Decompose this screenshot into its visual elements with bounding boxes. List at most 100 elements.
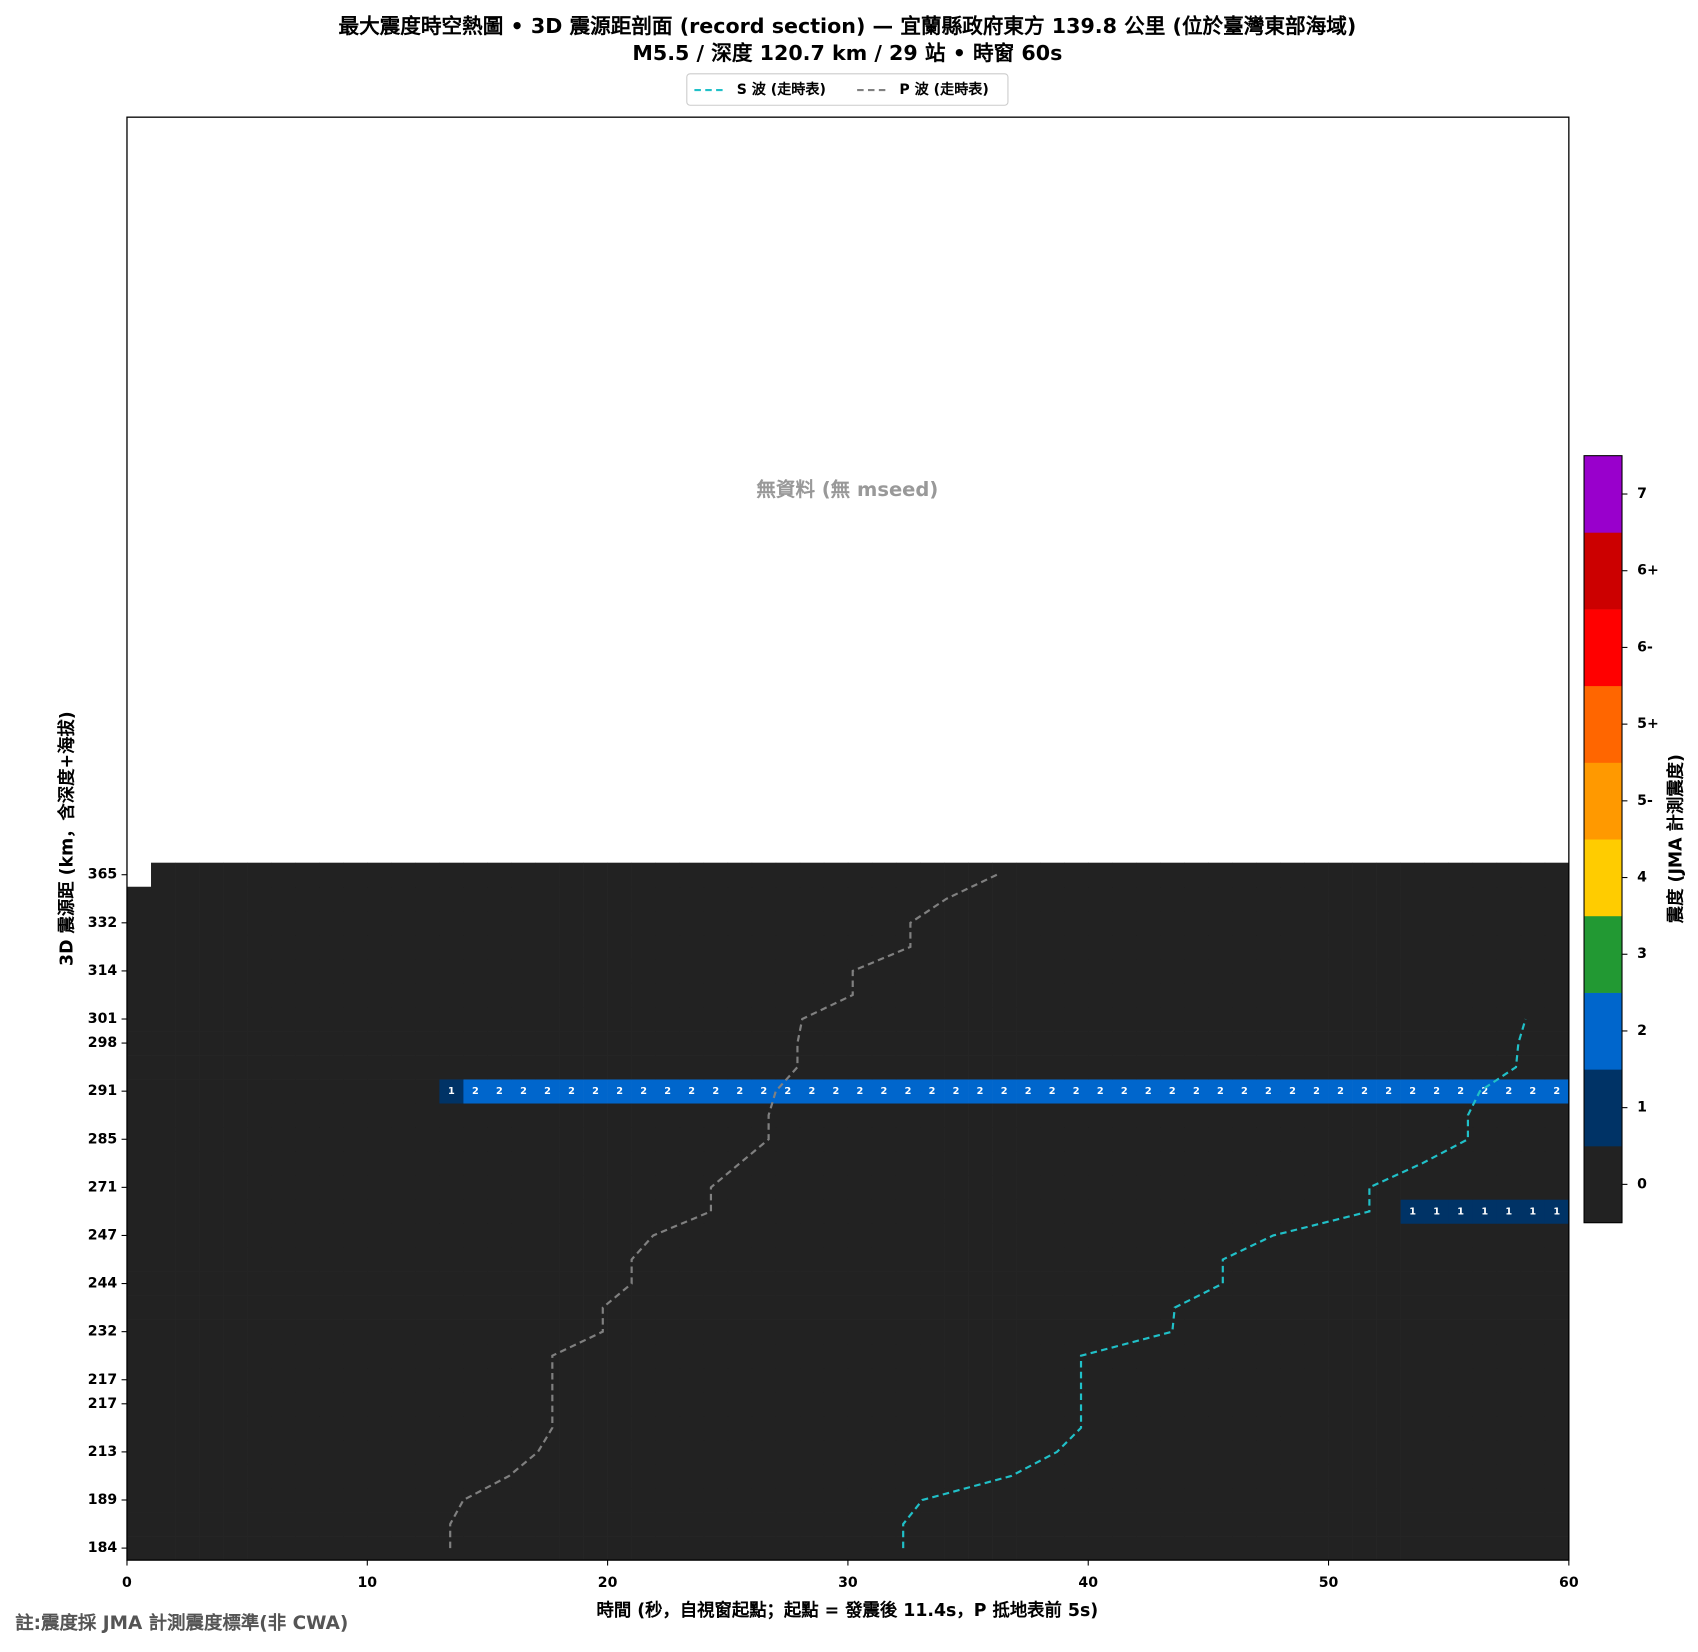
cell-label: 2: [520, 1086, 527, 1097]
heatmap-cell: [151, 1319, 176, 1345]
heatmap-cell: [463, 1415, 488, 1441]
heatmap-cell: [1376, 1079, 1401, 1104]
heatmap-cell: [1400, 1512, 1425, 1537]
heatmap-cell: [175, 1151, 200, 1176]
heatmap-cell: [391, 1367, 416, 1393]
x-tick-label: 20: [598, 1575, 618, 1591]
heatmap-cell: [1040, 910, 1065, 936]
heatmap-cell: [247, 1319, 272, 1345]
heatmap-cell: [319, 1127, 344, 1152]
heatmap-cell: [1424, 1415, 1450, 1441]
heatmap-cell: [415, 1223, 440, 1248]
heatmap-cell: [1448, 1439, 1474, 1465]
heatmap-cell: [1112, 1271, 1137, 1296]
heatmap-cell: [487, 1271, 512, 1296]
heatmap-cell: [968, 1391, 993, 1417]
heatmap-cell: [1208, 1319, 1233, 1345]
heatmap-cell: [968, 1295, 993, 1320]
heatmap-cell: [511, 1463, 536, 1489]
heatmap-cell: [871, 1127, 897, 1152]
heatmap-cell: [535, 1536, 560, 1561]
heatmap-cell: [1352, 1512, 1377, 1537]
heatmap-cell: [1040, 1175, 1065, 1200]
heatmap-cell: [920, 1391, 945, 1417]
heatmap-cell: [920, 934, 945, 960]
heatmap-cell: [415, 862, 440, 888]
heatmap-cell: [1016, 1367, 1041, 1393]
heatmap-cell: [1184, 1223, 1209, 1248]
cell-label: 1: [1457, 1206, 1464, 1217]
heatmap-cell: [1544, 982, 1570, 1008]
heatmap-cell: [1256, 1463, 1281, 1489]
heatmap-cell: [871, 1175, 897, 1200]
heatmap-cell: [1328, 1006, 1353, 1032]
heatmap-cell: [847, 1391, 873, 1417]
heatmap-cell: [992, 1319, 1017, 1345]
heatmap-cell: [391, 1319, 416, 1345]
heatmap-cell: [1088, 862, 1113, 888]
heatmap-cell: [151, 1536, 176, 1561]
heatmap-cell: [1016, 1223, 1041, 1248]
cell-label: 2: [1001, 1086, 1008, 1097]
heatmap-cell: [343, 958, 368, 984]
heatmap-cell: [1304, 1536, 1329, 1561]
heatmap-cell: [799, 1367, 825, 1393]
heatmap-cell: [1544, 1343, 1570, 1369]
heatmap-cell: [559, 958, 584, 984]
heatmap-cell: [920, 1343, 945, 1369]
heatmap-cell: [223, 1271, 248, 1296]
heatmap-cell: [223, 1463, 248, 1489]
heatmap-cell: [1256, 1247, 1281, 1272]
heatmap-cell: [1232, 886, 1257, 912]
heatmap-cell: [1376, 1487, 1401, 1513]
heatmap-cell: [151, 862, 176, 888]
heatmap-cell: [295, 1175, 320, 1200]
heatmap-cell: [1160, 1006, 1185, 1032]
heatmap-cell: [1448, 1079, 1474, 1104]
heatmap-cell: [1376, 982, 1401, 1008]
heatmap-cell: [1328, 1463, 1353, 1489]
heatmap-cell: [1232, 1127, 1257, 1152]
heatmap-cell: [799, 1127, 825, 1152]
heatmap-cell: [535, 1199, 560, 1224]
heatmap-cell: [847, 1439, 873, 1465]
heatmap-cell: [703, 1271, 729, 1296]
heatmap-cell: [1424, 1295, 1450, 1320]
heatmap-cell: [199, 958, 224, 984]
heatmap-cell: [415, 1079, 440, 1104]
heatmap-cell: [1328, 1271, 1353, 1296]
heatmap-cell: [343, 1391, 368, 1417]
heatmap-cell: [727, 1079, 753, 1104]
heatmap-cell: [1040, 1271, 1065, 1296]
heatmap-cell: [1544, 862, 1570, 888]
heatmap-cell: [968, 1487, 993, 1513]
heatmap-cell: [1400, 1175, 1425, 1200]
heatmap-cell: [367, 1415, 392, 1441]
heatmap-cell: [487, 934, 512, 960]
heatmap-cell: [775, 1247, 801, 1272]
heatmap-cell: [559, 886, 584, 912]
heatmap-cell: [319, 886, 344, 912]
heatmap-cell: [1400, 1367, 1425, 1393]
heatmap-cell: [1088, 1223, 1113, 1248]
heatmap-cell: [1280, 982, 1305, 1008]
heatmap-cell: [775, 1415, 801, 1441]
heatmap-cell: [559, 1127, 584, 1152]
heatmap-cell: [823, 1391, 849, 1417]
heatmap-cell: [511, 1006, 536, 1032]
heatmap-cell: [439, 1295, 464, 1320]
heatmap-cell: [1448, 1031, 1474, 1056]
heatmap-cell: [871, 1151, 897, 1176]
heatmap-cell: [1352, 1415, 1377, 1441]
heatmap-cell: [1544, 1295, 1570, 1320]
heatmap-cell: [1304, 1031, 1329, 1056]
heatmap-cell: [1112, 1439, 1137, 1465]
heatmap-cell: [415, 910, 440, 936]
heatmap-cell: [1232, 982, 1257, 1008]
heatmap-cell: [1136, 1319, 1161, 1345]
heatmap-cell: [511, 958, 536, 984]
heatmap-cell: [1520, 1536, 1546, 1561]
heatmap-cell: [799, 1199, 825, 1224]
heatmap-cell: [1160, 1391, 1185, 1417]
heatmap-cell: [535, 1271, 560, 1296]
